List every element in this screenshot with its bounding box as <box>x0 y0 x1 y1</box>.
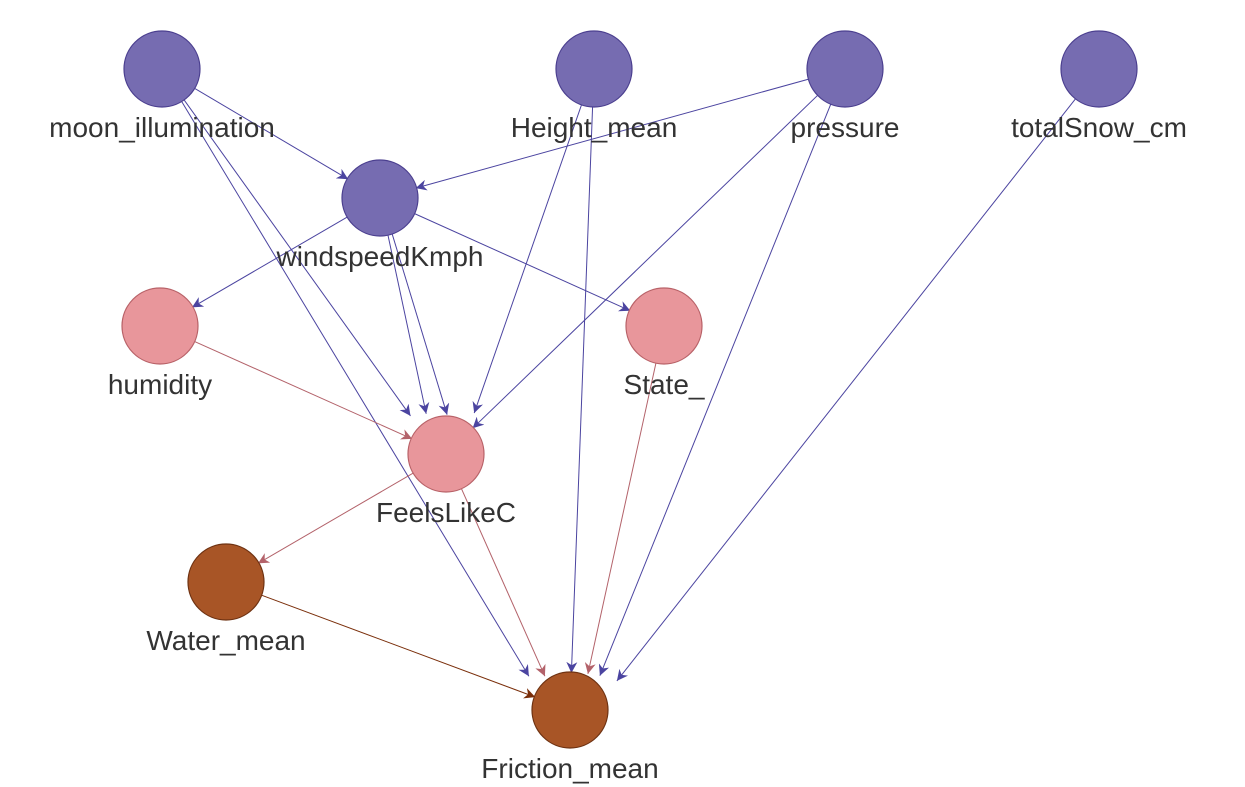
node-label: Water_mean <box>146 625 305 656</box>
node-label: Height_mean <box>511 112 678 143</box>
edge-moon_illumination-to-windspeedKmph <box>173 75 349 180</box>
edge-Height_mean-to-FeelsLikeC <box>472 81 591 414</box>
node-humidity[interactable]: humidity <box>108 287 212 400</box>
edge-windspeedKmph-to-FeelsLikeC <box>382 210 430 414</box>
edge-Water_mean-to-Friction_mean <box>238 586 536 699</box>
edge-State_-to-Friction_mean <box>584 338 662 675</box>
node-circle[interactable] <box>806 30 884 108</box>
edge-moon_illumination-to-FeelsLikeC <box>169 79 411 417</box>
edge-pressure-to-FeelsLikeC <box>472 77 836 429</box>
edge-FeelsLikeC-to-Friction_mean <box>450 465 546 677</box>
edge-FeelsLikeC-to-Water_mean <box>257 460 435 564</box>
node-circle[interactable] <box>1060 30 1138 108</box>
node-label: FeelsLikeC <box>376 497 516 528</box>
node-label: totalSnow_cm <box>1011 112 1187 143</box>
node-circle[interactable] <box>121 287 199 365</box>
node-totalSnow_cm[interactable]: totalSnow_cm <box>1011 30 1187 143</box>
node-circle[interactable] <box>407 415 485 493</box>
node-label: moon_illumination <box>49 112 275 143</box>
node-circle[interactable] <box>531 671 609 749</box>
edge-Height_mean-to-Friction_mean <box>566 82 594 674</box>
node-windspeedKmph[interactable]: windspeedKmph <box>275 159 484 272</box>
edge-totalSnow_cm-to-Friction_mean <box>616 79 1092 682</box>
node-Height_mean[interactable]: Height_mean <box>511 30 678 143</box>
node-circle[interactable] <box>625 287 703 365</box>
node-State_[interactable]: State_ <box>624 287 705 400</box>
edge-windspeedKmph-to-FeelsLikeC <box>384 210 450 415</box>
node-circle[interactable] <box>555 30 633 108</box>
node-circle[interactable] <box>123 30 201 108</box>
edge-windspeedKmph-to-humidity <box>191 204 369 308</box>
node-pressure[interactable]: pressure <box>791 30 900 143</box>
node-FeelsLikeC[interactable]: FeelsLikeC <box>376 415 516 528</box>
edge-humidity-to-FeelsLikeC <box>171 330 413 440</box>
node-label: Friction_mean <box>481 753 658 784</box>
node-label: windspeedKmph <box>275 241 483 272</box>
node-Water_mean[interactable]: Water_mean <box>146 543 306 656</box>
edge-pressure-to-Friction_mean <box>598 81 841 676</box>
edge-windspeedKmph-to-State_ <box>391 203 631 312</box>
node-label: humidity <box>108 369 212 400</box>
nodes-layer: moon_illumination Height_mean pressure tota… <box>49 30 1187 784</box>
edge-pressure-to-windspeedKmph <box>415 72 833 191</box>
node-label: pressure <box>791 112 900 143</box>
node-label: State_ <box>624 369 705 400</box>
edges-layer <box>168 72 1092 699</box>
node-circle[interactable] <box>341 159 419 237</box>
node-moon_illumination[interactable]: moon_illumination <box>49 30 275 143</box>
node-circle[interactable] <box>187 543 265 621</box>
edge-moon_illumination-to-Friction_mean <box>168 80 530 677</box>
node-Friction_mean[interactable]: Friction_mean <box>481 671 659 784</box>
